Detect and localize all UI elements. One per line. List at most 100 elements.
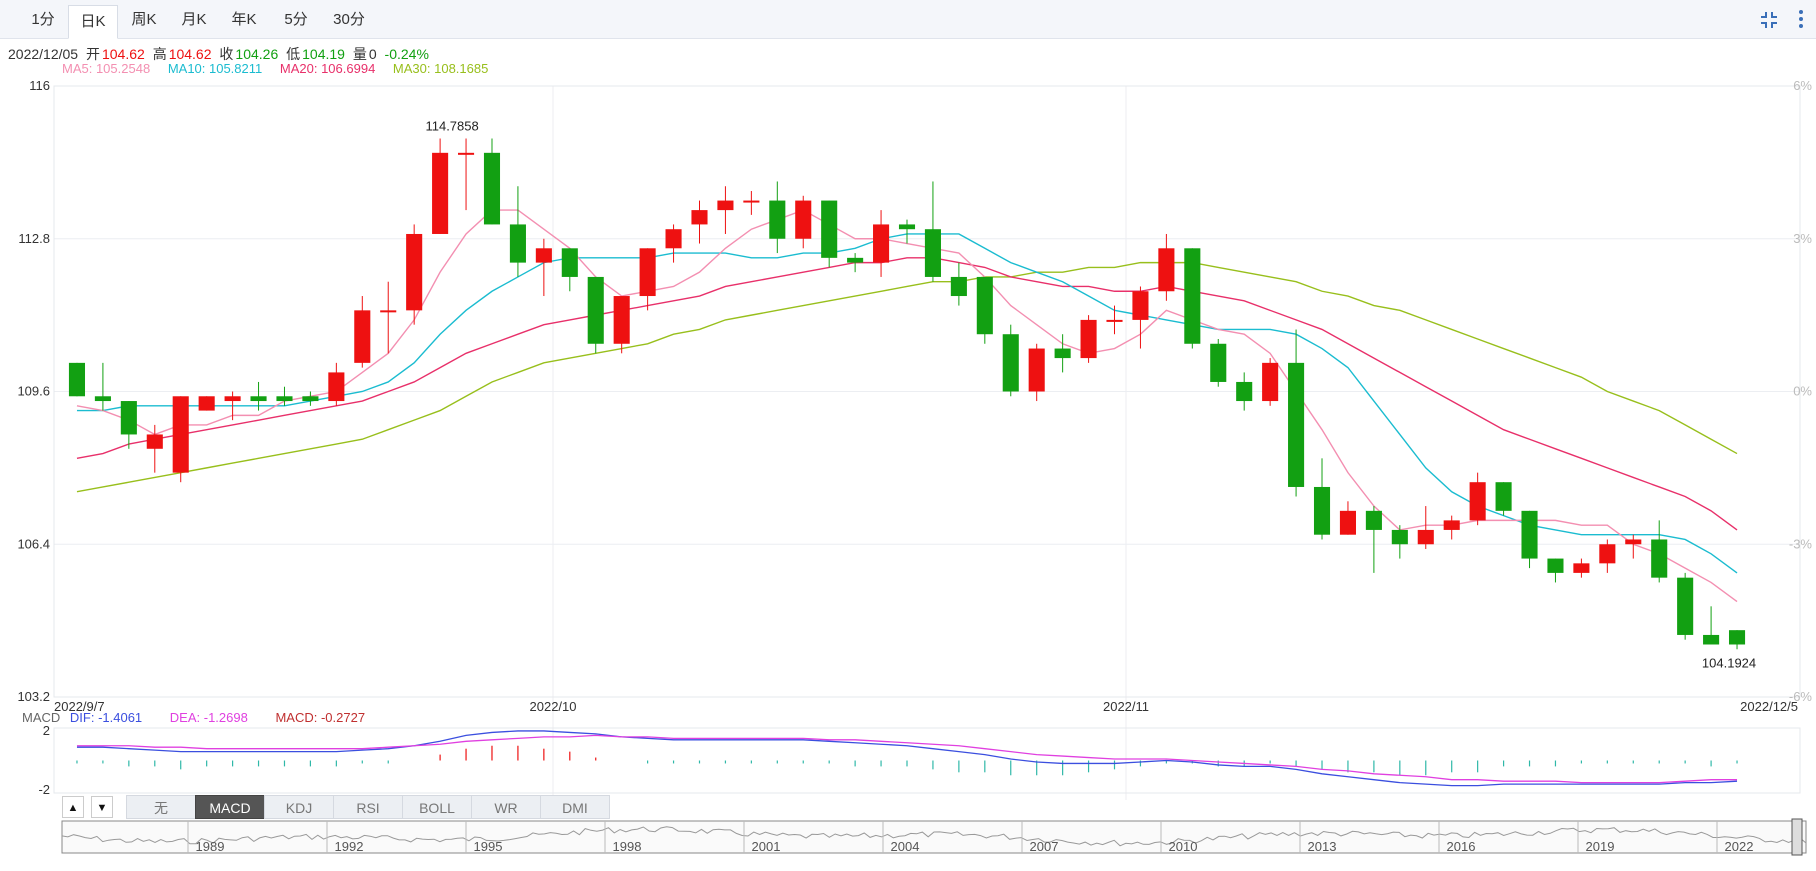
navigator-label: 2004 [891,839,920,854]
macd-y-tick: -2 [38,782,50,797]
y-tick-right-label: -6% [1789,689,1813,704]
candle [976,276,993,344]
tab-monthly[interactable]: 月K [181,11,207,28]
indicator-none-button[interactable]: 无 [126,795,196,819]
candle [1391,525,1408,559]
navigator-label: 2022 [1725,839,1754,854]
more-icon[interactable] [1794,9,1808,31]
info-volume: 0 [368,46,377,62]
navigator-label: 2010 [1169,839,1198,854]
navigator-label: 2001 [752,839,781,854]
tab-1min[interactable]: 1分 [31,11,55,28]
candle [458,138,475,211]
candle [743,191,760,215]
candle [873,210,890,277]
candle [1547,558,1564,583]
candle [924,181,941,282]
ma30-label: MA30: 108.1685 [392,61,489,76]
compress-icon[interactable] [1758,9,1780,31]
y-tick-right-label: 6% [1793,78,1812,93]
ma-legend: MA5: 105.2548 MA10: 105.8211 MA20: 106.6… [62,61,502,76]
indicator-wr-button[interactable]: WR [471,795,541,819]
ma30-line [76,261,1738,493]
candle [950,262,967,306]
y-tick-right-label: 3% [1793,231,1812,246]
candle [224,391,241,421]
indicator-rsi-button[interactable]: RSI [333,795,403,819]
candle [691,200,708,244]
candle [1339,501,1356,535]
max-annotation: 114.7858 [425,119,478,134]
info-low: 104.19 [302,46,345,62]
candle [276,386,293,406]
macd-y-tick: 2 [43,723,50,738]
candle [198,396,215,411]
candle [1703,606,1720,645]
info-open-label: 开 [85,46,100,62]
candle [587,276,604,354]
info-close-label: 收 [219,46,234,62]
candle [1469,472,1486,526]
candle [561,248,578,292]
indicator-macd-button[interactable]: MACD [195,795,265,819]
macd-dea: DEA: -1.2698 [169,710,248,725]
navigator-frame [61,820,1807,854]
candle [535,238,552,297]
candle [1365,506,1382,573]
candle [250,381,267,411]
candle [1417,506,1434,550]
candle [1054,334,1071,373]
navigator-label: 1995 [474,839,503,854]
info-change: -0.24% [384,46,429,62]
macd-legend: MACD DIF: -1.4061 DEA: -1.2698 MACD: -0.… [22,710,365,725]
candle [821,200,838,268]
ma10-line [76,233,1738,574]
x-tick-label: 2022/10 [530,699,577,714]
indicator-boll-button[interactable]: BOLL [402,795,472,819]
candle [380,281,397,354]
candle [1184,248,1201,349]
tab-yearly[interactable]: 年K [231,11,257,28]
x-tick-label: 2022/12/5 [1740,699,1798,714]
info-date: 2022/12/05 [8,46,79,62]
navigator-label: 2007 [1030,839,1059,854]
candle [1158,233,1175,301]
ma5-label: MA5: 105.2548 [62,61,151,76]
ma5-line [76,209,1738,603]
candle [146,424,163,473]
candle [1728,630,1746,650]
candle [613,296,630,354]
period-tabs: 1分 日K 周K 月K 年K 5分 30分 [0,0,1816,39]
y-tick-right-label: -3% [1789,536,1813,551]
x-tick-label: 2022/11 [1103,699,1149,714]
candle [509,186,526,277]
y-tick-label: 112.8 [18,231,50,246]
macd-value: MACD: -0.2727 [275,710,366,725]
candle [1677,572,1694,640]
indicator-kdj-button[interactable]: KDJ [264,795,334,819]
ma20-line [76,257,1738,531]
candle [769,181,786,254]
candle [483,138,501,225]
collapse-down-button[interactable]: ▼ [91,796,113,818]
candle [406,224,423,325]
candle [795,195,812,249]
candle [302,391,319,406]
tab-daily[interactable]: 日K [68,5,118,39]
tab-30min[interactable]: 30分 [333,11,365,28]
ma20-label: MA20: 106.6994 [279,61,376,76]
candle [1443,515,1460,540]
macd-frame [53,727,1801,794]
indicator-dmi-button[interactable]: DMI [540,795,610,819]
candle [1651,520,1668,583]
candle [1028,343,1045,402]
info-volume-label: 量 [352,46,367,62]
navigator-label: 1989 [196,839,225,854]
candle [68,362,86,397]
tab-weekly[interactable]: 周K [131,11,157,28]
info-high-label: 高 [152,46,167,62]
collapse-up-button[interactable]: ▲ [62,796,84,818]
tab-5min[interactable]: 5分 [284,11,308,28]
candle [639,248,656,311]
